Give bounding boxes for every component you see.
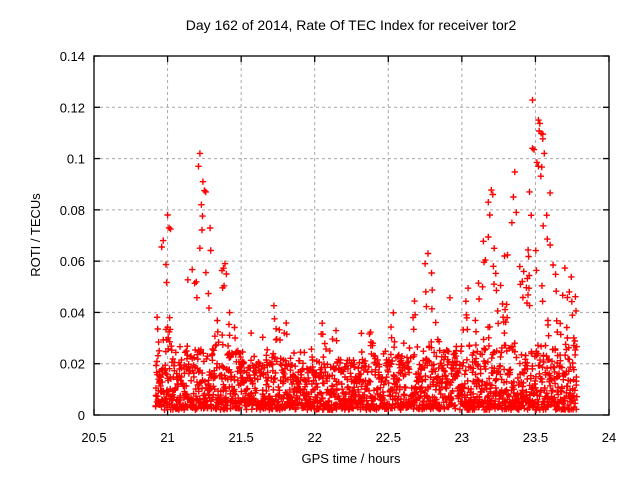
y-tick-label: 0: [78, 408, 85, 423]
y-tick-label: 0.04: [60, 305, 85, 320]
x-tick-labels: 20.5 21 21.5 22 22.5 23 23.5 24: [81, 430, 616, 445]
plot-border: [93, 55, 610, 416]
y-tick-labels: 0 0.02 0.04 0.06 0.08 0.1 0.12 0.14: [60, 49, 85, 423]
y-tick-label: 0.02: [60, 357, 85, 372]
y-tick-label: 0.08: [60, 203, 85, 218]
x-axis-label: GPS time / hours: [302, 451, 401, 466]
y-axis-label: ROTI / TECUs: [28, 193, 43, 277]
x-tick-label: 24: [602, 430, 616, 445]
chart-title: Day 162 of 2014, Rate Of TEC Index for r…: [186, 17, 517, 33]
x-tick-label: 21: [160, 430, 174, 445]
roti-data-markers: [152, 96, 580, 414]
x-tick-label: 22: [307, 430, 321, 445]
x-tick-label: 20.5: [81, 430, 106, 445]
y-tick-label: 0.1: [67, 152, 85, 167]
x-tick-label: 23: [455, 430, 469, 445]
y-tick-label: 0.06: [60, 254, 85, 269]
x-tick-label: 23.5: [523, 430, 548, 445]
x-tick-label: 21.5: [228, 430, 253, 445]
scatter-points: [152, 96, 580, 414]
y-tick-label: 0.14: [60, 49, 85, 64]
axis-ticks: [93, 55, 610, 416]
x-tick-label: 22.5: [376, 430, 401, 445]
y-tick-label: 0.12: [60, 100, 85, 115]
